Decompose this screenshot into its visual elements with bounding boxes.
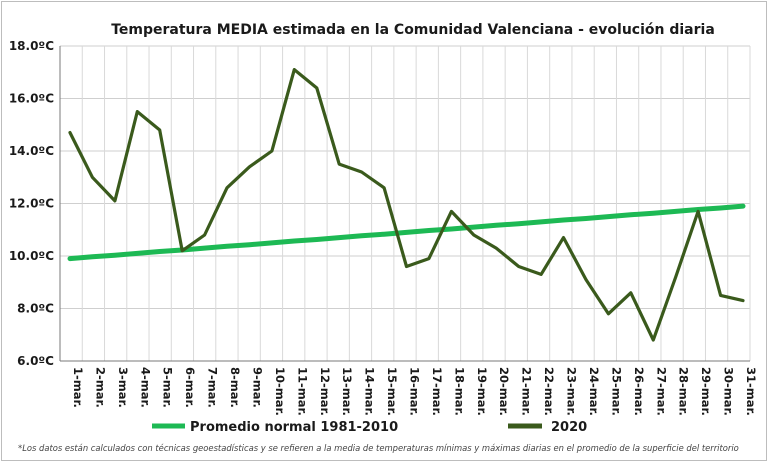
x-tick-label: 2-mar. — [93, 367, 107, 408]
y-tick-label: 10.0ºC — [9, 249, 54, 263]
legend-label-normal: Promedio normal 1981-2010 — [190, 420, 398, 435]
x-tick-label: 23-mar. — [565, 367, 579, 416]
x-tick-label: 19-mar. — [475, 367, 489, 416]
y-tick-label: 6.0ºC — [17, 354, 54, 368]
series-layer — [67, 67, 746, 342]
chart-title: Temperatura MEDIA estimada en la Comunid… — [111, 22, 715, 38]
x-tick-label: 30-mar. — [722, 367, 736, 416]
x-tick-label: 11-mar. — [295, 367, 309, 416]
y-tick-label: 16.0ºC — [9, 92, 54, 106]
x-tick-label: 9-mar. — [250, 367, 264, 408]
x-tick-label: 24-mar. — [587, 367, 601, 416]
plot-area: 6.0ºC 8.0ºC 10.0ºC 12.0ºC 14.0ºC 16.0ºC 18.0ºC… — [9, 39, 758, 416]
legend: Promedio normal 1981-2010 2020 — [152, 420, 587, 435]
x-tick-label: 1-mar. — [71, 367, 85, 408]
x-tick-label: 3-mar. — [116, 367, 130, 408]
x-tick-label: 8-mar. — [228, 367, 242, 408]
x-tick-label: 22-mar. — [542, 367, 556, 416]
x-tick-label: 20-mar. — [497, 367, 511, 416]
x-tick-label: 16-mar. — [408, 367, 422, 416]
legend-label-2020: 2020 — [551, 420, 587, 435]
x-tick-label: 17-mar. — [430, 367, 444, 416]
x-tick-label: 15-mar. — [385, 367, 399, 416]
x-tick-label: 12-mar. — [318, 367, 332, 416]
y-axis: 6.0ºC 8.0ºC 10.0ºC 12.0ºC 14.0ºC 16.0ºC 18.0ºC — [9, 39, 61, 368]
series-line-2020 — [68, 67, 745, 342]
x-tick-label: 6-mar. — [183, 367, 197, 408]
x-axis: 1-mar. 2-mar. 3-mar. 4-mar. 5-mar. 6-mar. 7-ma… — [60, 360, 758, 416]
y-tick-label: 18.0ºC — [9, 39, 54, 53]
x-tick-label: 31-mar. — [744, 367, 758, 416]
footnote: *Los datos están calculados con técnicas… — [18, 443, 739, 453]
x-tick-label: 29-mar. — [699, 367, 713, 416]
x-tick-label: 14-mar. — [363, 367, 377, 416]
x-tick-label: 13-mar. — [340, 367, 354, 416]
gridlines — [59, 45, 751, 362]
x-tick-label: 10-mar. — [273, 367, 287, 416]
x-tick-label: 26-mar. — [632, 367, 646, 416]
x-tick-label: 27-mar. — [654, 367, 668, 416]
x-tick-label: 5-mar. — [161, 367, 175, 408]
y-tick-label: 14.0ºC — [9, 144, 54, 158]
x-tick-label: 7-mar. — [206, 367, 220, 408]
x-tick-label: 21-mar. — [520, 367, 534, 416]
y-tick-label: 8.0ºC — [17, 302, 54, 316]
x-tick-label: 4-mar. — [138, 367, 152, 408]
x-tick-label: 25-mar. — [609, 367, 623, 416]
x-tick-label: 28-mar. — [677, 367, 691, 416]
x-tick-label: 18-mar. — [452, 367, 466, 416]
y-tick-label: 12.0ºC — [9, 197, 54, 211]
